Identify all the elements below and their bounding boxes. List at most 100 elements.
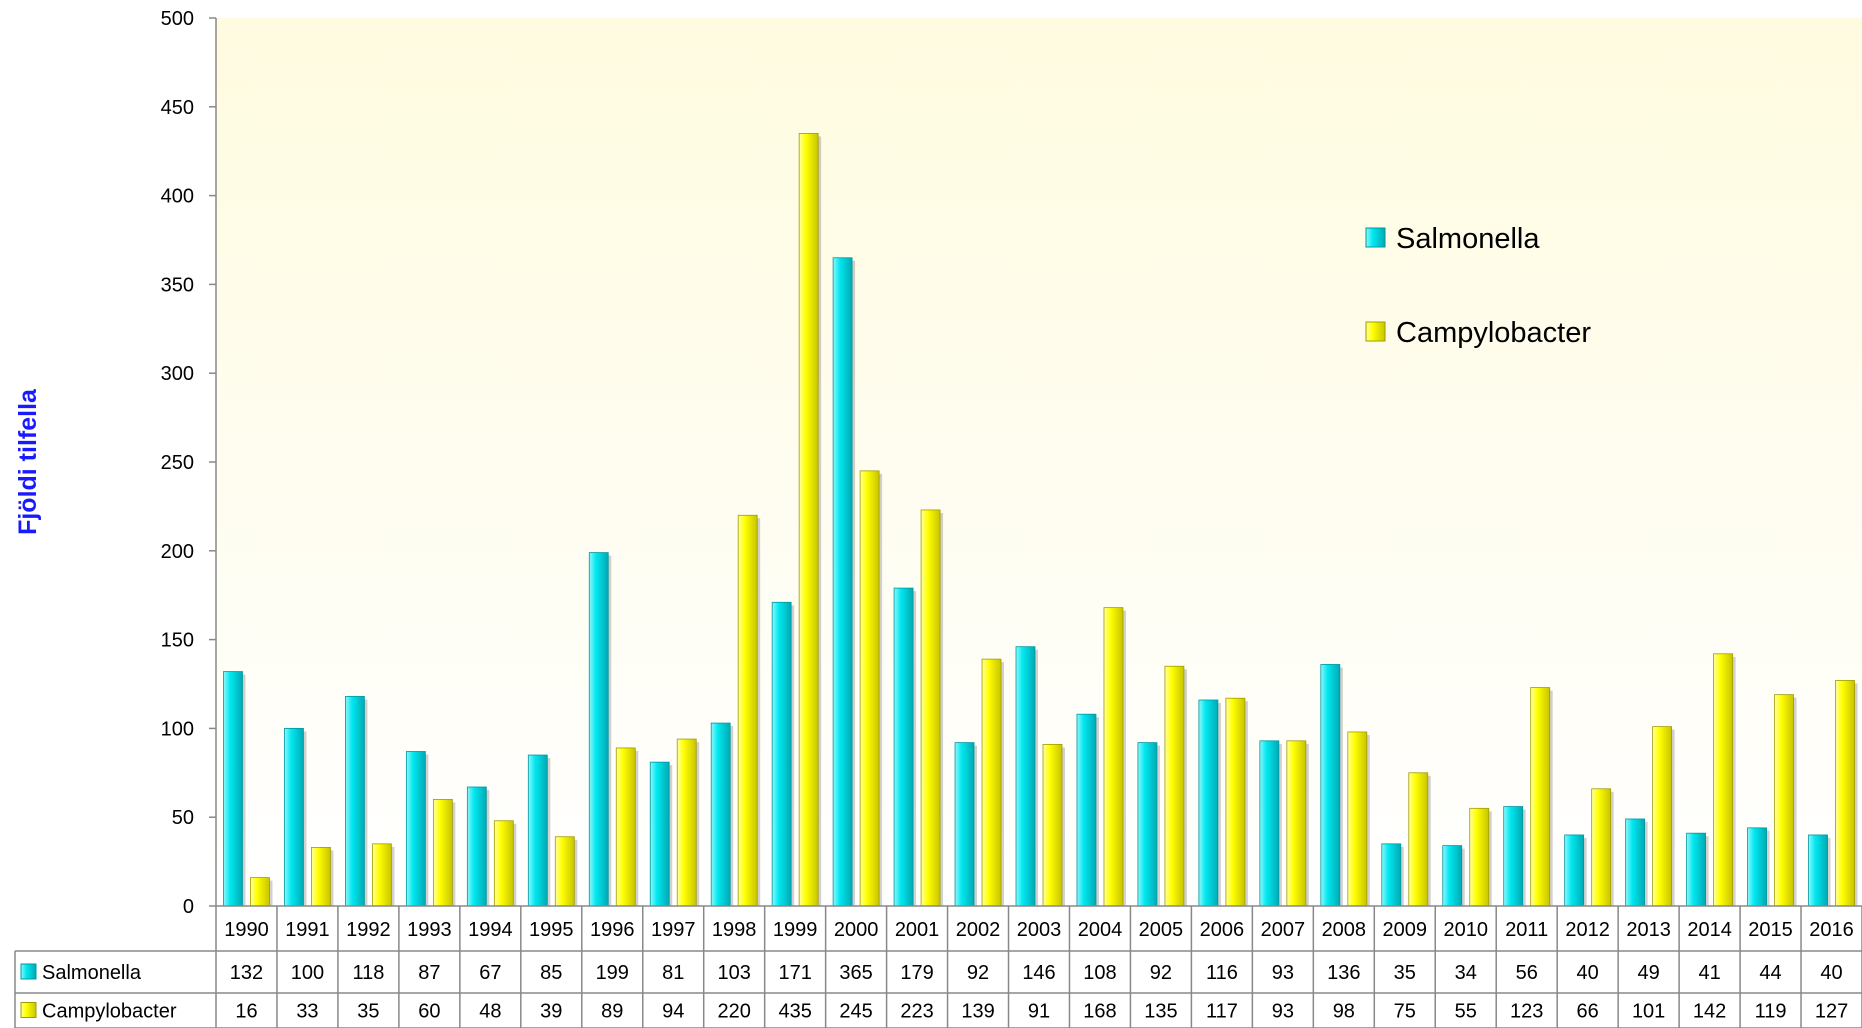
bar-salmonella-1994 — [466, 786, 487, 907]
y-tick-label: 500 — [161, 8, 194, 30]
bar-salmonella-2005 — [1137, 742, 1158, 907]
bar-campylobacter-2002 — [981, 658, 1002, 907]
y-axis-label: Fjöldi tilfella — [14, 388, 42, 535]
bar-campylobacter-2003 — [1042, 743, 1063, 907]
x-tick-label-1999: 1999 — [773, 919, 818, 941]
table-cell-value: 34 — [1455, 962, 1477, 984]
legend-swatch — [1365, 227, 1386, 248]
bar-salmonella-2000 — [832, 257, 853, 907]
table-cell-value: 81 — [662, 962, 684, 984]
table-cell-value: 67 — [479, 962, 501, 984]
plot-area — [216, 18, 1862, 906]
x-tick-label-2006: 2006 — [1200, 919, 1245, 941]
table-cell-value: 127 — [1815, 1001, 1848, 1023]
x-tick-label-1991: 1991 — [285, 919, 330, 941]
bar-campylobacter-2014 — [1713, 653, 1733, 907]
table-cell-value: 435 — [778, 1001, 811, 1023]
x-tick-label-2012: 2012 — [1565, 919, 1610, 941]
bar-campylobacter-1999 — [798, 133, 819, 907]
bar-campylobacter-2012 — [1591, 788, 1612, 907]
bar-campylobacter-1998 — [737, 514, 758, 907]
bar-campylobacter-2001 — [920, 509, 941, 907]
table-cell-value: 87 — [418, 962, 440, 984]
table-cell-value: 118 — [352, 962, 384, 984]
legend-label: Campylobacter — [1396, 317, 1591, 349]
bar-salmonella-2014 — [1686, 832, 1706, 907]
table-cell-value: 116 — [1206, 962, 1238, 984]
legend-swatch — [1365, 321, 1386, 342]
table-cell-value: 123 — [1510, 1001, 1543, 1023]
table-cell-value: 40 — [1820, 962, 1842, 984]
bar-campylobacter-1994 — [493, 820, 514, 907]
table-cell-value: 136 — [1327, 962, 1360, 984]
bar-salmonella-2015 — [1747, 827, 1767, 907]
bar-campylobacter-2004 — [1103, 607, 1124, 907]
table-legend-key — [20, 963, 37, 980]
bar-salmonella-1990 — [223, 671, 243, 907]
y-tick-label: 300 — [161, 363, 194, 385]
table-cell-value: 40 — [1577, 962, 1599, 984]
table-cell-value: 66 — [1577, 1001, 1599, 1023]
x-tick-label-1990: 1990 — [224, 919, 269, 941]
bar-salmonella-2008 — [1320, 664, 1341, 907]
x-tick-label-2004: 2004 — [1078, 919, 1123, 941]
table-cell-value: 35 — [1394, 962, 1416, 984]
y-tick-label: 0 — [183, 896, 194, 918]
bar-salmonella-2002 — [954, 742, 975, 907]
y-tick-label: 450 — [161, 97, 194, 119]
table-cell-value: 117 — [1206, 1001, 1238, 1023]
y-tick-label: 350 — [161, 274, 194, 296]
table-cell-value: 171 — [778, 962, 811, 984]
table-cell-value: 56 — [1516, 962, 1538, 984]
bar-salmonella-2007 — [1259, 740, 1280, 907]
table-cell-value: 100 — [291, 962, 324, 984]
table-cell-value: 75 — [1394, 1001, 1416, 1023]
x-tick-label-2009: 2009 — [1383, 919, 1428, 941]
y-tick-label: 250 — [161, 452, 194, 474]
table-cell-value: 89 — [601, 1001, 623, 1023]
x-tick-label-2014: 2014 — [1687, 919, 1732, 941]
bar-salmonella-1992 — [345, 696, 365, 907]
bar-salmonella-1996 — [588, 552, 609, 907]
table-cell-value: 93 — [1272, 1001, 1294, 1023]
table-cell-value: 16 — [235, 1001, 257, 1023]
x-tick-label-2015: 2015 — [1748, 919, 1793, 941]
bar-salmonella-2013 — [1625, 818, 1646, 907]
x-tick-label-2003: 2003 — [1017, 919, 1062, 941]
bar-salmonella-1991 — [284, 728, 304, 907]
bar-campylobacter-1995 — [554, 836, 575, 907]
x-tick-label-2001: 2001 — [895, 919, 940, 941]
bar-salmonella-1993 — [405, 751, 426, 907]
x-tick-label-2002: 2002 — [956, 919, 1001, 941]
bar-campylobacter-2011 — [1530, 687, 1551, 907]
table-series-label: Salmonella — [42, 962, 142, 984]
table-cell-value: 98 — [1333, 1001, 1355, 1023]
table-cell-value: 108 — [1083, 962, 1116, 984]
table-cell-value: 220 — [717, 1001, 750, 1023]
bar-campylobacter-1996 — [615, 747, 636, 907]
table-cell-value: 135 — [1144, 1001, 1177, 1023]
bar-campylobacter-1991 — [311, 846, 331, 907]
x-tick-label-2013: 2013 — [1626, 919, 1671, 941]
table-cell-value: 44 — [1759, 962, 1781, 984]
bar-campylobacter-2005 — [1164, 665, 1185, 907]
table-cell-value: 35 — [357, 1001, 379, 1023]
x-tick-label-2000: 2000 — [834, 919, 879, 941]
table-legend-key — [20, 1002, 37, 1018]
y-tick-label: 400 — [161, 186, 194, 208]
bar-salmonella-1999 — [771, 601, 792, 907]
bar-campylobacter-2009 — [1408, 772, 1429, 907]
bar-campylobacter-2008 — [1347, 731, 1368, 907]
bar-campylobacter-2015 — [1774, 694, 1794, 907]
table-cell-value: 60 — [418, 1001, 440, 1023]
table-cell-value: 103 — [717, 962, 750, 984]
table-cell-value: 142 — [1693, 1001, 1726, 1023]
x-tick-label-1994: 1994 — [468, 919, 513, 941]
table-cell-value: 146 — [1022, 962, 1055, 984]
x-tick-label-1992: 1992 — [346, 919, 391, 941]
bar-campylobacter-1993 — [432, 799, 453, 907]
bar-salmonella-1997 — [649, 761, 670, 907]
table-cell-value: 92 — [1150, 962, 1172, 984]
table-cell-value: 365 — [839, 962, 872, 984]
table-cell-value: 85 — [540, 962, 562, 984]
